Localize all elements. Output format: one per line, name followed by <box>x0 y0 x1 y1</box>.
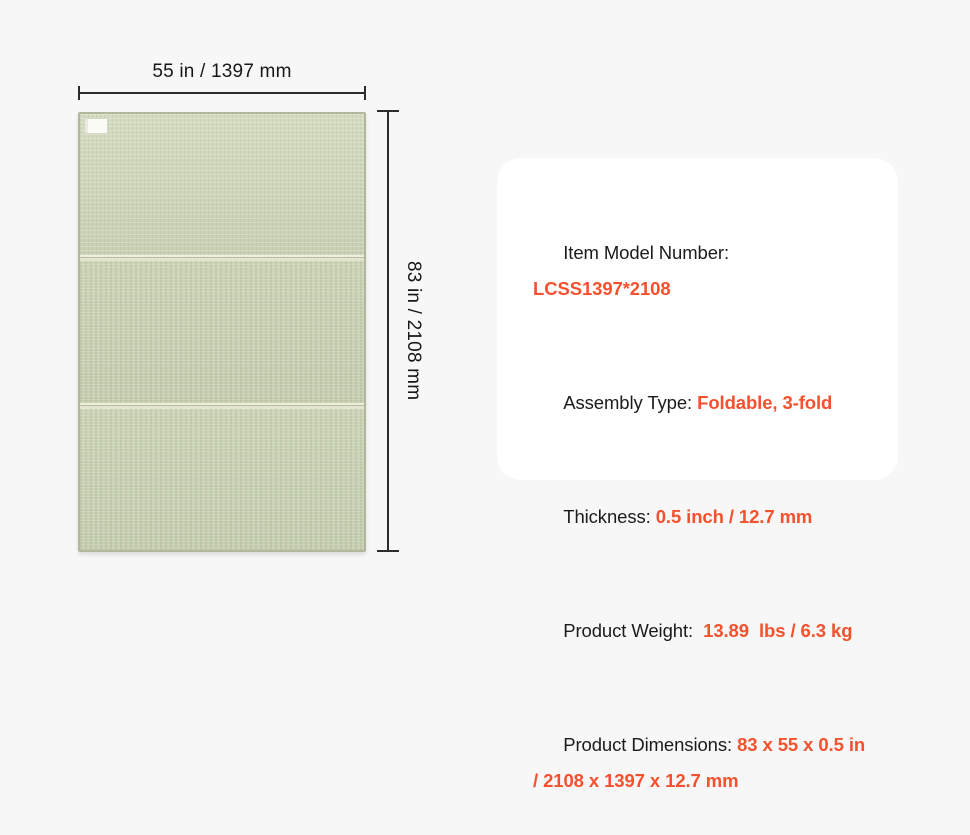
mat-panel-middle <box>80 261 364 403</box>
spec-value: LCSS1397*2108 <box>533 278 671 299</box>
spec-value: 0.5 inch / 12.7 mm <box>655 506 813 527</box>
width-dimension-label: 55 in / 1397 mm <box>152 61 292 82</box>
spec-row-thickness: Thickness: 0.5 inch / 12.7 mm <box>533 463 868 571</box>
spec-label: Item Model Number: <box>563 242 735 263</box>
measure-endcap-right <box>364 86 366 100</box>
spec-value: 13.89 lbs / 6.3 kg <box>703 620 853 641</box>
measure-endcap-bottom <box>377 550 399 552</box>
measure-line-vertical <box>387 110 389 552</box>
mat-corner-tag <box>84 118 108 134</box>
measure-line-horizontal <box>78 92 366 94</box>
spec-row-weight: Product Weight: 13.89 lbs / 6.3 kg <box>533 577 868 685</box>
mat-panel-top <box>80 114 364 256</box>
spec-row-model-number: Item Model Number: LCSS1397*2108 <box>533 199 868 343</box>
folding-mat-image <box>78 112 366 552</box>
mat-fold-seam-2 <box>80 402 364 409</box>
spec-label: Product Weight: <box>563 620 704 641</box>
spec-row-dimensions: Product Dimensions: 83 x 55 x 0.5 in / 2… <box>533 691 868 835</box>
width-measure-arrow <box>78 86 366 100</box>
spec-label: Product Dimensions: <box>563 734 738 755</box>
mat-panel-bottom <box>80 408 364 550</box>
mat-fold-seam-1 <box>80 255 364 262</box>
height-measure-arrow <box>377 110 399 552</box>
product-infographic: 55 in / 1397 mm 83 in / 2108 mm Item Mod… <box>78 61 898 791</box>
spec-card: Item Model Number: LCSS1397*2108 Assembl… <box>497 158 898 791</box>
spec-label: Thickness: <box>563 506 656 527</box>
spec-value: Foldable, 3-fold <box>697 392 833 413</box>
spec-label: Assembly Type: <box>563 392 698 413</box>
height-dimension-label: 83 in / 2108 mm <box>403 261 424 401</box>
spec-row-assembly-type: Assembly Type: Foldable, 3-fold <box>533 349 868 457</box>
